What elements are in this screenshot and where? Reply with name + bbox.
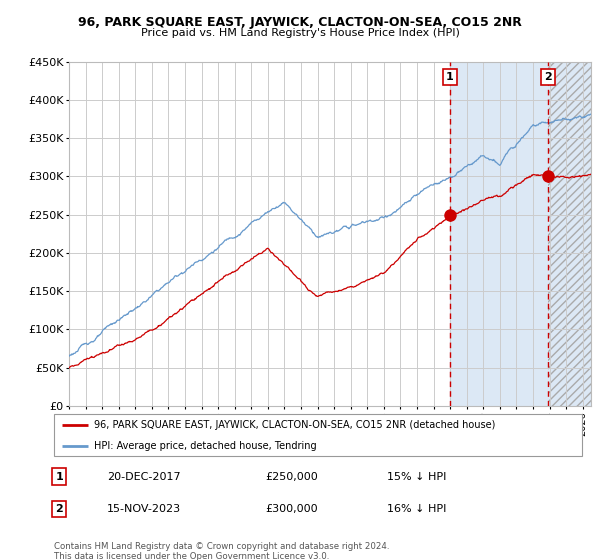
Text: 15-NOV-2023: 15-NOV-2023	[107, 505, 181, 514]
Text: 20-DEC-2017: 20-DEC-2017	[107, 472, 181, 482]
Text: HPI: Average price, detached house, Tendring: HPI: Average price, detached house, Tend…	[94, 441, 316, 451]
Text: 16% ↓ HPI: 16% ↓ HPI	[386, 505, 446, 514]
Text: 2: 2	[544, 72, 551, 82]
Text: 96, PARK SQUARE EAST, JAYWICK, CLACTON-ON-SEA, CO15 2NR (detached house): 96, PARK SQUARE EAST, JAYWICK, CLACTON-O…	[94, 420, 495, 430]
Text: 1: 1	[55, 472, 63, 482]
Text: 1: 1	[446, 72, 454, 82]
FancyBboxPatch shape	[54, 414, 582, 456]
Bar	[548, 62, 591, 406]
Text: 96, PARK SQUARE EAST, JAYWICK, CLACTON-ON-SEA, CO15 2NR: 96, PARK SQUARE EAST, JAYWICK, CLACTON-O…	[78, 16, 522, 29]
Text: £300,000: £300,000	[265, 505, 318, 514]
Text: 2: 2	[55, 505, 63, 514]
Text: 15% ↓ HPI: 15% ↓ HPI	[386, 472, 446, 482]
Text: Price paid vs. HM Land Registry's House Price Index (HPI): Price paid vs. HM Land Registry's House …	[140, 28, 460, 38]
Text: Contains HM Land Registry data © Crown copyright and database right 2024.
This d: Contains HM Land Registry data © Crown c…	[54, 542, 389, 560]
Text: £250,000: £250,000	[265, 472, 318, 482]
Bar	[548, 62, 591, 406]
Bar	[449, 62, 548, 406]
